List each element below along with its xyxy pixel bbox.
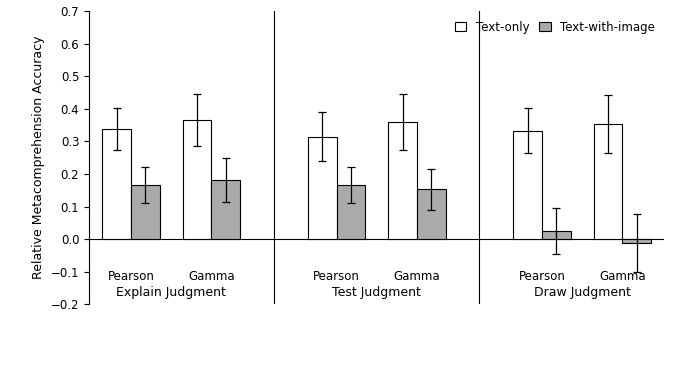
Text: Draw Judgment: Draw Judgment bbox=[534, 286, 631, 299]
Bar bbox=[212, 180, 240, 239]
Text: Pearson: Pearson bbox=[519, 270, 566, 283]
Bar bbox=[183, 120, 212, 239]
Text: Pearson: Pearson bbox=[108, 270, 155, 283]
Y-axis label: Relative Metacomprehension Accuracy: Relative Metacomprehension Accuracy bbox=[32, 36, 45, 279]
Text: Gamma: Gamma bbox=[188, 270, 235, 283]
Bar bbox=[336, 186, 365, 239]
Text: Explain Judgment: Explain Judgment bbox=[116, 286, 226, 299]
Bar bbox=[103, 129, 131, 239]
Bar bbox=[594, 124, 623, 239]
Legend: Text-only, Text-with-image: Text-only, Text-with-image bbox=[451, 17, 658, 37]
Bar bbox=[131, 186, 160, 239]
Text: Gamma: Gamma bbox=[599, 270, 646, 283]
Text: Gamma: Gamma bbox=[394, 270, 440, 283]
Bar bbox=[542, 231, 571, 239]
Text: Pearson: Pearson bbox=[313, 270, 360, 283]
Bar bbox=[514, 131, 542, 239]
Bar bbox=[388, 122, 417, 239]
Bar bbox=[623, 239, 651, 243]
Text: Test Judgment: Test Judgment bbox=[332, 286, 421, 299]
Bar bbox=[308, 137, 336, 239]
Bar bbox=[417, 189, 445, 239]
